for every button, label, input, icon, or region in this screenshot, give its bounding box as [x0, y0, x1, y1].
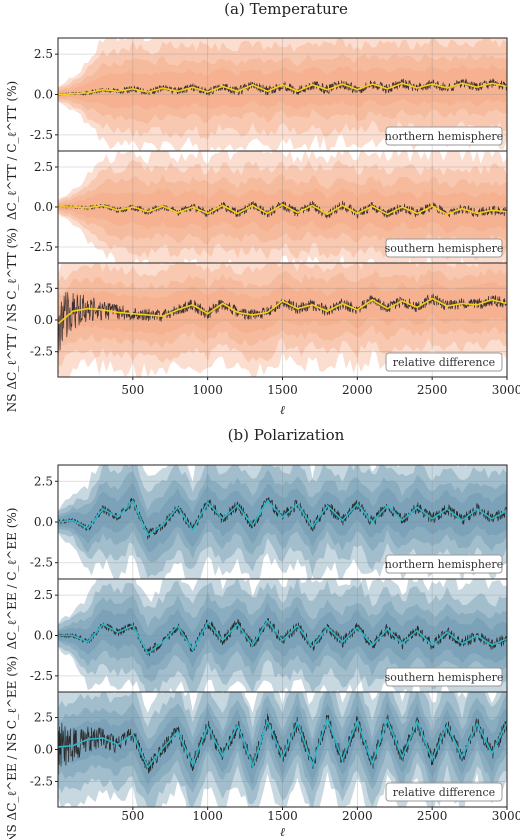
figure-b-p1-ytick-1: 0.0 — [34, 629, 53, 643]
panel — [58, 263, 507, 377]
uncertainty-band — [58, 63, 507, 110]
uncertainty-band — [58, 38, 507, 151]
figure-b-xtick-5: 3000 — [492, 809, 520, 823]
uncertainty-band — [58, 52, 507, 124]
figure-a-p2-ytick-0: 2.5 — [34, 281, 53, 295]
uncertainty-band — [58, 268, 507, 356]
figure-b-p2-ytick-0: 2.5 — [34, 711, 53, 725]
figure-b-legend-1: southern hemisphere — [385, 667, 504, 687]
figure-a-xtick-4: 2500 — [417, 383, 448, 397]
uncertainty-band — [58, 579, 507, 692]
uncertainty-band — [58, 700, 507, 786]
figure-a-legend-2-text: relative difference — [393, 356, 495, 369]
figure-b-p0-ytick-1: 0.0 — [34, 515, 53, 529]
figure-b-p0-ytick-0: 2.5 — [34, 474, 53, 488]
figure-a-p0-ytick-2: -2.5 — [30, 128, 53, 142]
figure-a-p1-ytick-1: 0.0 — [34, 200, 53, 214]
figure-a-legend-1: southern hemisphere — [385, 238, 504, 258]
uncertainty-band — [58, 465, 507, 578]
figure-a-legend-0-text: northern hemisphere — [385, 130, 503, 143]
series-smooth — [58, 619, 507, 655]
figure-a-p1-ytick-2: -2.5 — [30, 240, 53, 254]
panel — [58, 38, 507, 151]
uncertainty-band — [58, 159, 507, 261]
figure-b-p0-ytick-2: -2.5 — [30, 556, 53, 570]
series-smooth — [58, 716, 507, 769]
figure-a-p2-ytick-1: 0.0 — [34, 313, 53, 327]
figure-b-ylabel-bottom: NS ΔC_ℓ^EE / NS C_ℓ^EE (%) — [5, 656, 19, 839]
figure-a-ylabel-top: ΔC_ℓ^TT / C_ℓ^TT (%) — [5, 81, 19, 220]
figure-b-xtick-0: 500 — [121, 809, 144, 823]
uncertainty-band — [58, 579, 507, 692]
series-data — [58, 713, 507, 775]
figure-b-legend-1-text: southern hemisphere — [385, 671, 504, 684]
series-smooth — [58, 499, 507, 537]
uncertainty-band — [58, 692, 507, 807]
panel — [58, 151, 507, 263]
figure-b-panels — [55, 464, 508, 810]
figure-b-legend-2: relative difference — [385, 782, 503, 802]
series-smooth — [58, 203, 507, 216]
figure-a-xtick-5: 3000 — [492, 383, 520, 397]
figure-b-legend-2-text: relative difference — [393, 786, 495, 799]
figure-b-legend-0-text: northern hemisphere — [385, 558, 503, 571]
figure-b-p2-ytick-1: 0.0 — [34, 743, 53, 757]
figure-b-ylabel-top: ΔC_ℓ^EE / C_ℓ^EE (%) — [5, 508, 19, 650]
figure-a-p0-ytick-0: 2.5 — [34, 47, 53, 61]
figure-temperature: (a) Temperature 500 1000 1500 2000 2500 … — [5, 0, 520, 417]
figure-b-p1-ytick-0: 2.5 — [34, 588, 53, 602]
figure-a-xlabel: ℓ — [280, 403, 285, 417]
figure-b-legend-0: northern hemisphere — [385, 554, 503, 574]
figure-polarization: (b) Polarization 500 1000 1500 2000 2500… — [5, 426, 520, 839]
uncertainty-band — [58, 465, 507, 579]
figure-b-title: (b) Polarization — [228, 426, 345, 444]
panel — [58, 465, 507, 579]
figure-a-p0-ytick-1: 0.0 — [34, 88, 53, 102]
series-data — [58, 200, 507, 219]
uncertainty-band — [58, 263, 507, 366]
figure-a-xtick-3: 2000 — [342, 383, 373, 397]
panel — [58, 579, 507, 692]
figure-a-p2-ytick-2: -2.5 — [30, 345, 53, 359]
figure-a-xtick-2: 1500 — [267, 383, 298, 397]
figure-b-p1-ytick-2: -2.5 — [30, 669, 53, 683]
figure-a-legend-1-text: southern hemisphere — [385, 242, 504, 255]
uncertainty-band — [58, 151, 507, 263]
figure-a-panels — [55, 37, 508, 380]
uncertainty-band — [58, 281, 507, 342]
uncertainty-band — [58, 173, 507, 247]
uncertainty-band — [58, 187, 507, 233]
figure-a-ylabel-bottom: NS ΔC_ℓ^TT / NS C_ℓ^TT (%) — [5, 228, 19, 412]
series-smooth — [58, 82, 507, 96]
figure-b-xtick-3: 2000 — [342, 809, 373, 823]
figure-b-xtick-2: 1500 — [267, 809, 298, 823]
figure-b-xlabel: ℓ — [280, 825, 285, 839]
figure-a-title: (a) Temperature — [224, 0, 348, 18]
panel — [58, 692, 507, 807]
uncertainty-band — [58, 692, 507, 807]
figure-a-xtick-0: 500 — [121, 383, 144, 397]
uncertainty-band — [58, 263, 507, 377]
figure-b-xtick-1: 1000 — [192, 809, 223, 823]
figure-a-p1-ytick-0: 2.5 — [34, 160, 53, 174]
figure-b-p2-ytick-2: -2.5 — [30, 774, 53, 788]
series-smooth — [58, 297, 507, 325]
figure-a-legend-2: relative difference — [385, 352, 503, 372]
figure-a-xtick-1: 1000 — [192, 383, 223, 397]
uncertainty-band — [58, 692, 507, 796]
figure-a-legend-0: northern hemisphere — [385, 126, 503, 146]
figure-b-xtick-4: 2500 — [417, 809, 448, 823]
series-data — [58, 292, 507, 355]
